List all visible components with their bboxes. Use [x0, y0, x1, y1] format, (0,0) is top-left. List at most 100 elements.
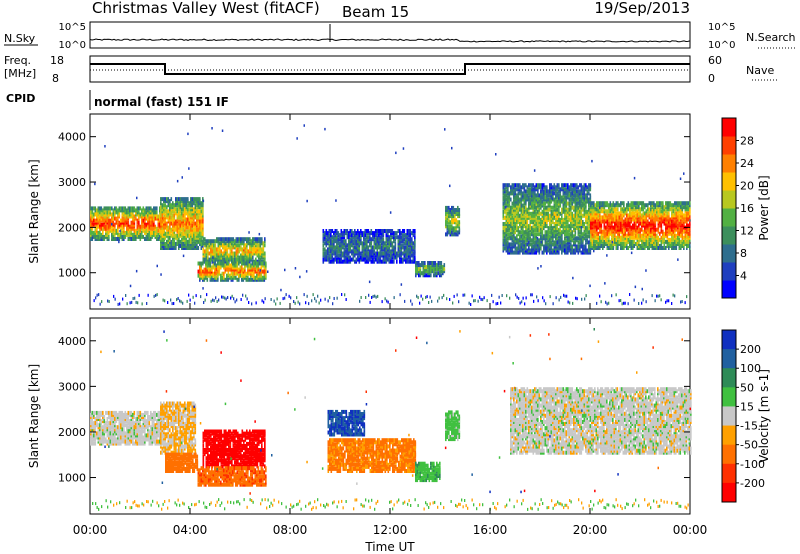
nsky-trace [89, 38, 691, 43]
colorbar-swatch [722, 154, 736, 173]
colorbar-swatch [722, 368, 736, 388]
xtick-label: 04:00 [173, 523, 208, 537]
xtick-label: 20:00 [573, 523, 608, 537]
data-region-8 [445, 410, 461, 442]
freq-label-line1: Freq. [4, 54, 31, 67]
colorbar-swatch [722, 482, 736, 503]
nsearch-tick-top: 10^5 [708, 22, 735, 33]
freq-trace [90, 63, 690, 75]
nave-tick-top: 60 [708, 54, 722, 67]
xtick-label: 16:00 [473, 523, 508, 537]
data-region-9 [510, 387, 692, 455]
nsky-panel: N.Sky 10^5 10^0 10^5 10^0 N.Search [4, 21, 796, 51]
colorbar-swatch [722, 118, 736, 137]
colorbar-label: Velocity [m s-1] [757, 369, 771, 463]
colorbar-swatch [722, 208, 736, 227]
colorbar-swatch [722, 406, 736, 427]
colorbar-swatch [722, 244, 736, 263]
freq-tick-top: 18 [50, 54, 64, 67]
nsky-tick-bottom: 10^0 [59, 40, 86, 51]
date-label: 19/Sep/2013 [594, 0, 690, 17]
ytick-label: 1000 [58, 472, 86, 485]
freq-panel: Freq. [MHz] 18 8 60 0 Nave [4, 54, 778, 85]
colorbar-swatch [722, 226, 736, 245]
ground-noise [93, 293, 688, 306]
xtick-label: 00:00 [73, 523, 108, 537]
data-region-4 [165, 452, 199, 473]
ytick-label: 2000 [58, 426, 86, 439]
plot-title: Christmas Valley West (fitACF) [92, 0, 320, 17]
colorbar-tick-label: 28 [740, 135, 754, 148]
data-region-1 [160, 197, 204, 250]
data-region-3 [197, 466, 267, 487]
colorbar-swatch [722, 425, 736, 446]
colorbar-swatch [722, 172, 736, 191]
colorbar-tick-label: -15 [740, 420, 758, 433]
data-region-0 [90, 410, 164, 446]
data-region-5 [327, 409, 366, 437]
nave-tick-bottom: 0 [708, 72, 715, 85]
colorbar-tick-label: 20 [740, 180, 754, 193]
data-region-4 [322, 229, 416, 264]
colorbar-swatch [722, 444, 736, 465]
velocity-panel: 1000 2000 3000 4000 Slant Range [km] 00:00 04:… [27, 317, 771, 537]
xtick-label: 00:00 [673, 523, 708, 537]
ytick-label: 2000 [58, 221, 86, 234]
nsearch-tick-bottom: 10^0 [708, 40, 735, 51]
data-region-5 [415, 261, 446, 278]
data-region-3 [197, 261, 267, 282]
colorbar-tick-label: -200 [740, 477, 765, 490]
colorbar-tick-label: 100 [740, 362, 761, 375]
colorbar-swatch [722, 280, 736, 299]
ytick-label: 4000 [58, 335, 86, 348]
colorbar-swatch [722, 262, 736, 281]
xtick-label: 08:00 [273, 523, 308, 537]
data-region-8 [590, 201, 691, 250]
colorbar-swatch [722, 190, 736, 209]
ytick-label: 3000 [58, 176, 86, 189]
data-region-7 [415, 461, 441, 483]
colorbar-swatch [722, 349, 736, 369]
colorbar: 200 100 50 15 -15 -50 -100 -200 Velocity [m s-1] [721, 329, 771, 503]
data-region-7 [502, 183, 592, 255]
nsearch-label: N.Search [746, 31, 796, 44]
data-region-6 [327, 438, 417, 473]
colorbar-label: Power [dB] [757, 175, 771, 240]
colorbar: 28 24 20 16 12 8 4 Power [dB] [721, 117, 771, 299]
colorbar-swatch [722, 136, 736, 155]
colorbar-tick-label: 8 [740, 247, 747, 260]
xlabel: Time UT [364, 540, 415, 554]
xtick-label: 12:00 [373, 523, 408, 537]
colorbar-tick-label: -50 [740, 439, 758, 452]
colorbar-tick-label: -100 [740, 458, 765, 471]
power-panel: 1000 2000 3000 4000 Slant Range [km] 28 24 20 16… [27, 113, 771, 310]
ylabel: Slant Range [km] [27, 364, 41, 468]
cpid-label: CPID [6, 92, 35, 105]
data-region-6 [445, 205, 461, 237]
ytick-label: 4000 [58, 131, 86, 144]
colorbar-tick-label: 4 [740, 270, 747, 283]
nave-label: Nave [746, 64, 774, 77]
cpid-value: normal (fast) 151 IF [94, 95, 229, 109]
colorbar-tick-label: 200 [740, 343, 761, 356]
data-region-0 [90, 206, 166, 241]
colorbar-swatch [722, 463, 736, 484]
nsky-label: N.Sky [4, 32, 36, 45]
ytick-label: 3000 [58, 380, 86, 393]
colorbar-tick-label: 15 [740, 400, 754, 413]
freq-label-line2: [MHz] [4, 67, 36, 80]
colorbar-swatch [722, 330, 736, 350]
freq-tick-bottom: 8 [52, 72, 59, 85]
colorbar-tick-label: 24 [740, 157, 754, 170]
data-region-2 [202, 429, 266, 469]
colorbar-tick-label: 50 [740, 381, 754, 394]
ylabel: Slant Range [km] [27, 159, 41, 263]
ground-noise [92, 498, 689, 511]
colorbar-tick-label: 16 [740, 202, 754, 215]
beam-label: Beam 15 [342, 3, 409, 21]
nsky-tick-top: 10^5 [59, 22, 86, 33]
colorbar-swatch [722, 387, 736, 407]
colorbar-tick-label: 12 [740, 225, 754, 238]
ytick-label: 1000 [58, 267, 86, 280]
